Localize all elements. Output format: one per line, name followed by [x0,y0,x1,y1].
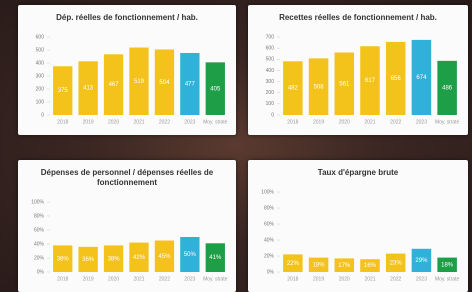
page: {"chart_data": [ {"type": "bar", "title"… [0,0,472,292]
chart-panel: Recettes réelles de fonctionnement / hab… [248,5,468,135]
x-tick-label: 2021 [133,119,144,125]
y-tick-label: 0% [267,269,275,275]
y-tick-label: 100% [261,189,274,195]
data-label: 561 [339,81,350,87]
chart-panel: Dépenses de personnel / dépenses réelles… [18,160,236,292]
x-tick-label: 2018 [287,119,298,125]
y-tick-label: 200 [36,86,45,92]
x-tick-label: 2021 [133,276,144,282]
data-label: 674 [416,75,427,81]
y-tick-label: 20% [34,255,45,261]
x-tick-label: Moy. strate [203,119,228,125]
x-tick-label: 2019 [313,119,324,125]
data-label: 38% [108,256,121,262]
x-tick-label: 2021 [364,276,375,282]
x-tick-label: Moy. strate [435,119,460,125]
x-tick-label: 2018 [57,119,68,125]
x-tick-label: Moy. strate [435,276,460,282]
data-label: 656 [391,76,402,82]
data-label: 477 [185,82,196,88]
data-label: 375 [58,88,69,94]
y-tick-label: 300 [266,79,275,85]
y-tick-label: 100 [266,101,275,107]
x-tick-label: 2023 [416,119,427,125]
data-label: 22% [287,261,300,267]
y-tick-label: 40% [34,241,45,247]
x-tick-label: 2018 [287,276,298,282]
data-label: 17% [338,263,351,269]
x-tick-label: 2019 [83,119,94,125]
data-label: 519 [134,79,145,85]
y-tick-label: 700 [266,34,275,40]
y-tick-label: 400 [36,60,45,66]
y-tick-label: 100 [36,99,45,105]
data-label: 508 [314,84,325,90]
data-label: 38% [57,256,70,262]
data-label: 18% [313,262,326,268]
x-tick-label: 2021 [364,119,375,125]
y-tick-label: 60% [34,227,45,233]
data-label: 45% [158,254,171,260]
data-label: 18% [441,262,454,268]
y-tick-label: 0% [37,269,45,275]
data-label: 16% [364,263,377,269]
x-tick-label: 2022 [390,119,401,125]
y-tick-label: 100% [31,199,44,205]
y-tick-label: 300 [36,73,45,79]
data-label: 486 [442,86,453,92]
data-label: 42% [133,255,146,261]
x-tick-label: 2023 [184,276,195,282]
y-tick-label: 500 [266,57,275,63]
y-tick-label: 600 [36,34,45,40]
y-tick-label: 500 [36,47,45,53]
data-label: 405 [210,86,221,92]
data-label: 29% [415,258,428,264]
chart: 0% 20% 40% 60% 80% 100% 38% 2018 36% 2019 38% 2020 4… [18,160,236,292]
x-tick-label: 2019 [313,276,324,282]
data-label: 41% [209,255,222,261]
y-tick-label: 40% [264,237,275,243]
x-tick-label: 2023 [416,276,427,282]
x-tick-label: Moy. strate [203,276,228,282]
y-tick-label: 60% [264,221,275,227]
data-label: 36% [82,257,95,263]
x-tick-label: 2020 [108,119,119,125]
chart: 0 100 200 300 400 500 600 700 482 2018 508 2019 561 2… [248,5,468,135]
y-tick-label: 20% [264,253,275,259]
data-label: 467 [109,82,120,88]
y-tick-label: 0 [41,112,44,118]
y-tick-label: 400 [266,68,275,74]
data-label: 413 [83,86,94,92]
x-tick-label: 2022 [159,119,170,125]
x-tick-label: 2020 [339,119,350,125]
data-label: 50% [184,252,197,258]
x-tick-label: 2022 [390,276,401,282]
x-tick-label: 2022 [159,276,170,282]
y-tick-label: 80% [264,205,275,211]
chart: 0 100 200 300 400 500 600 375 2018 413 2019 467 2020… [18,5,236,135]
data-label: 617 [365,78,376,84]
data-label: 23% [390,260,403,266]
x-tick-label: 2018 [57,276,68,282]
x-tick-label: 2023 [184,119,195,125]
data-label: 482 [288,86,299,92]
y-tick-label: 80% [34,213,45,219]
y-tick-label: 200 [266,90,275,96]
x-tick-label: 2020 [339,276,350,282]
x-tick-label: 2019 [83,276,94,282]
y-tick-label: 600 [266,45,275,51]
chart: 0% 20% 40% 60% 80% 100% 22% 2018 18% 2019 17% 2020 1… [248,160,468,292]
x-tick-label: 2020 [108,276,119,282]
y-tick-label: 0 [271,112,274,118]
data-label: 504 [159,80,170,86]
